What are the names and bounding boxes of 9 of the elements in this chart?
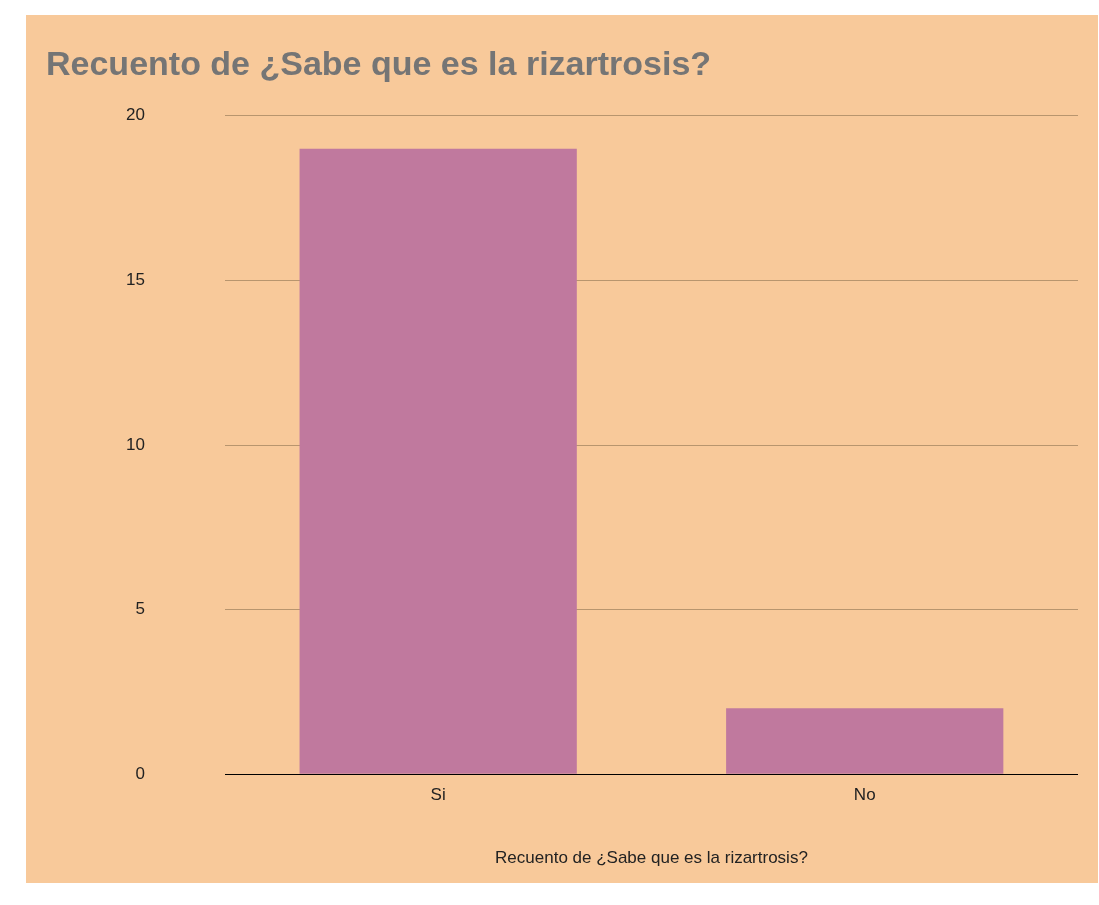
y-tick-label: 10: [125, 434, 145, 454]
y-tick-label: 20: [125, 105, 145, 125]
y-tick-label: 15: [125, 270, 145, 290]
x-tick-label: Si: [430, 785, 446, 805]
x-tick-label: No: [853, 785, 876, 805]
chart-title: Recuento de ¿Sabe que es la rizartrosis?: [46, 43, 712, 82]
y-tick-label: 5: [135, 599, 145, 619]
y-tick-label: 0: [135, 763, 145, 783]
x-axis-title: Recuento de ¿Sabe que es la rizartrosis?: [495, 848, 808, 868]
